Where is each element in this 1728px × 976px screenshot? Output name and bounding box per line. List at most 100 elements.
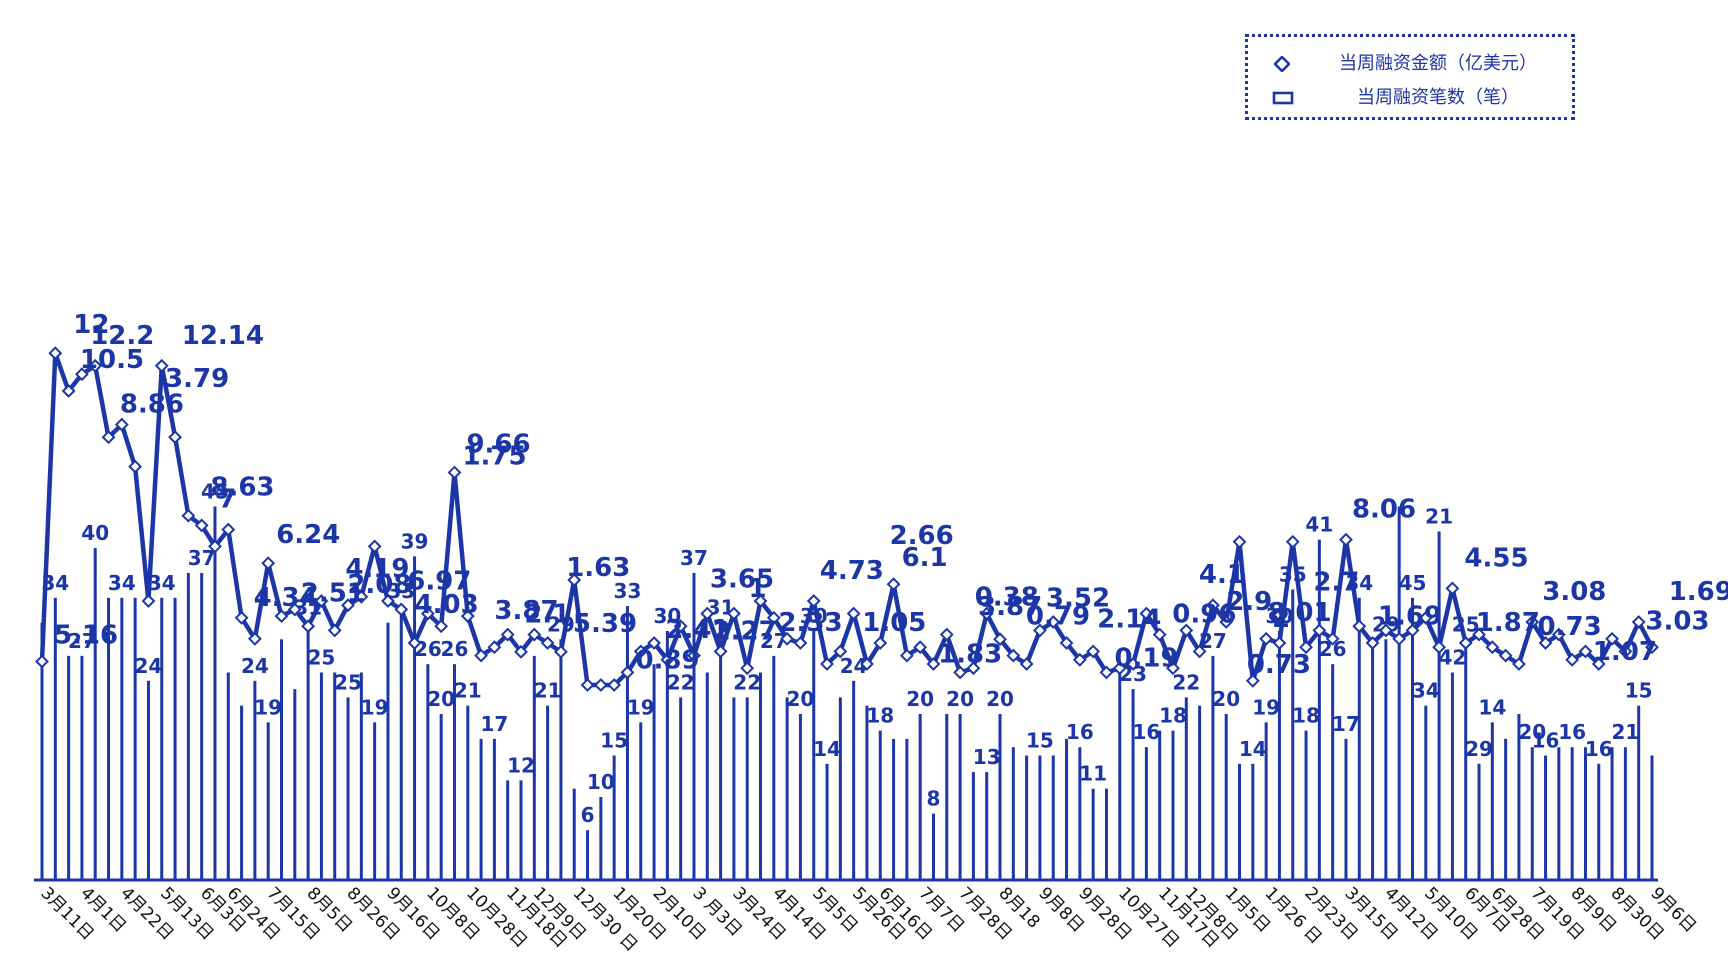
- amount-marker-27: [394, 602, 409, 617]
- amount-marker-113: [1538, 636, 1553, 650]
- bar-label-71: 20: [1518, 720, 1546, 744]
- amount-label-23: 2.41: [665, 615, 729, 645]
- amount-marker-54: [753, 594, 768, 608]
- amount-marker-75: [1033, 623, 1047, 638]
- bar-22: [333, 672, 337, 880]
- amount-marker-78: [1072, 652, 1087, 667]
- bar-107: [1464, 639, 1468, 880]
- amount-marker-48: [673, 619, 688, 634]
- bar-13: [213, 506, 217, 880]
- amount-marker-108: [1472, 627, 1486, 642]
- amount-marker-16: [247, 631, 262, 646]
- amount-label-6: 8.63: [210, 473, 274, 503]
- amount-marker-95: [1299, 640, 1313, 655]
- bar-8: [146, 680, 150, 880]
- bar-7: [133, 597, 137, 880]
- bar-label-4: 24: [135, 654, 163, 678]
- amount-marker-49: [687, 648, 701, 663]
- amount-marker-87: [1192, 644, 1207, 659]
- bar-91: [1251, 763, 1255, 880]
- amount-marker-71: [979, 606, 994, 621]
- bar-31: [452, 664, 456, 880]
- bar-53: [745, 697, 749, 880]
- bar-label-20: 17: [480, 712, 508, 736]
- amount-marker-57: [793, 636, 808, 650]
- bar-73: [1011, 747, 1015, 880]
- amount-marker-99: [1352, 619, 1367, 634]
- amount-marker-1: [48, 346, 63, 361]
- bar-label-65: 34: [1412, 679, 1440, 703]
- amount-label-14: 6.97: [407, 566, 471, 596]
- amount-marker-47: [660, 652, 675, 667]
- amount-marker-41: [580, 678, 595, 692]
- bar-label-5: 34: [148, 571, 176, 595]
- bar-19: [293, 689, 297, 880]
- amount-marker-63: [873, 636, 888, 650]
- bar-40: [572, 788, 576, 880]
- amount-marker-5: [101, 430, 116, 445]
- amount-marker-93: [1272, 636, 1287, 650]
- amount-label-0: 5.16: [54, 620, 118, 650]
- bar-101: [1384, 639, 1388, 880]
- amount-marker-92: [1259, 631, 1274, 646]
- bar-14: [226, 672, 230, 880]
- bar-34: [492, 738, 496, 880]
- amount-marker-88: [1205, 598, 1220, 613]
- bar-114: [1557, 747, 1561, 880]
- bar-95: [1304, 730, 1308, 880]
- amount-marker-84: [1152, 627, 1167, 642]
- bar-label-2: 40: [81, 521, 109, 545]
- amount-label-24: 2.27: [713, 616, 777, 646]
- diamond-marker-icon: [1274, 56, 1290, 72]
- amount-marker-0: [35, 654, 49, 669]
- amount-label-41: 2.9: [1226, 587, 1272, 617]
- bar-label-26: 15: [600, 729, 628, 753]
- amount-marker-114: [1551, 627, 1566, 642]
- bar-100: [1371, 639, 1375, 880]
- amount-marker-105: [1432, 640, 1447, 655]
- bar-label-51: 22: [1172, 670, 1200, 694]
- amount-marker-82: [1126, 657, 1140, 671]
- amount-marker-20: [301, 619, 316, 634]
- amount-marker-81: [1112, 661, 1127, 676]
- amount-marker-77: [1059, 636, 1074, 650]
- bar-label-64: 45: [1399, 571, 1427, 595]
- amount-marker-107: [1458, 636, 1473, 650]
- bar-9: [160, 597, 164, 880]
- bar-82: [1131, 689, 1135, 880]
- amount-marker-17: [261, 556, 276, 571]
- bar-49: [692, 572, 696, 880]
- bar-110: [1504, 738, 1508, 880]
- amount-marker-40: [567, 573, 582, 587]
- amount-marker-62: [860, 657, 874, 671]
- amount-label-20: 5.39: [573, 609, 637, 639]
- amount-label-46: 8.06: [1352, 495, 1416, 525]
- bar-37: [532, 655, 536, 880]
- bar-26: [386, 622, 390, 880]
- amount-marker-4: [88, 358, 103, 373]
- amount-label-51: 0.73: [1538, 612, 1602, 642]
- bar-90: [1238, 763, 1242, 880]
- amount-label-31: 1.05: [862, 608, 926, 638]
- bar-label-3: 34: [108, 571, 136, 595]
- amount-marker-29: [420, 606, 435, 621]
- bar-label-57: 35: [1279, 563, 1307, 587]
- bar-24: [359, 672, 363, 880]
- bar-label-70: 14: [1478, 695, 1506, 719]
- amount-marker-101: [1378, 623, 1393, 638]
- bar-47: [665, 631, 669, 880]
- bar-5: [107, 597, 111, 880]
- amount-marker-37: [527, 627, 542, 642]
- bar-label-17: 20: [427, 687, 455, 711]
- amount-marker-83: [1139, 606, 1154, 621]
- amount-marker-31: [447, 465, 462, 480]
- amount-label-17: 1.75: [462, 441, 526, 471]
- bar-12: [200, 572, 204, 880]
- bar-75: [1038, 755, 1042, 880]
- bar-98: [1344, 738, 1348, 880]
- bar-44: [625, 606, 629, 880]
- bar-4: [93, 548, 97, 880]
- amount-marker-21: [314, 594, 329, 608]
- amount-marker-80: [1099, 665, 1114, 680]
- amount-marker-103: [1405, 623, 1420, 638]
